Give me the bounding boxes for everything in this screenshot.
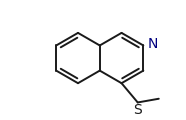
Text: N: N (147, 37, 158, 51)
Text: S: S (133, 103, 142, 117)
